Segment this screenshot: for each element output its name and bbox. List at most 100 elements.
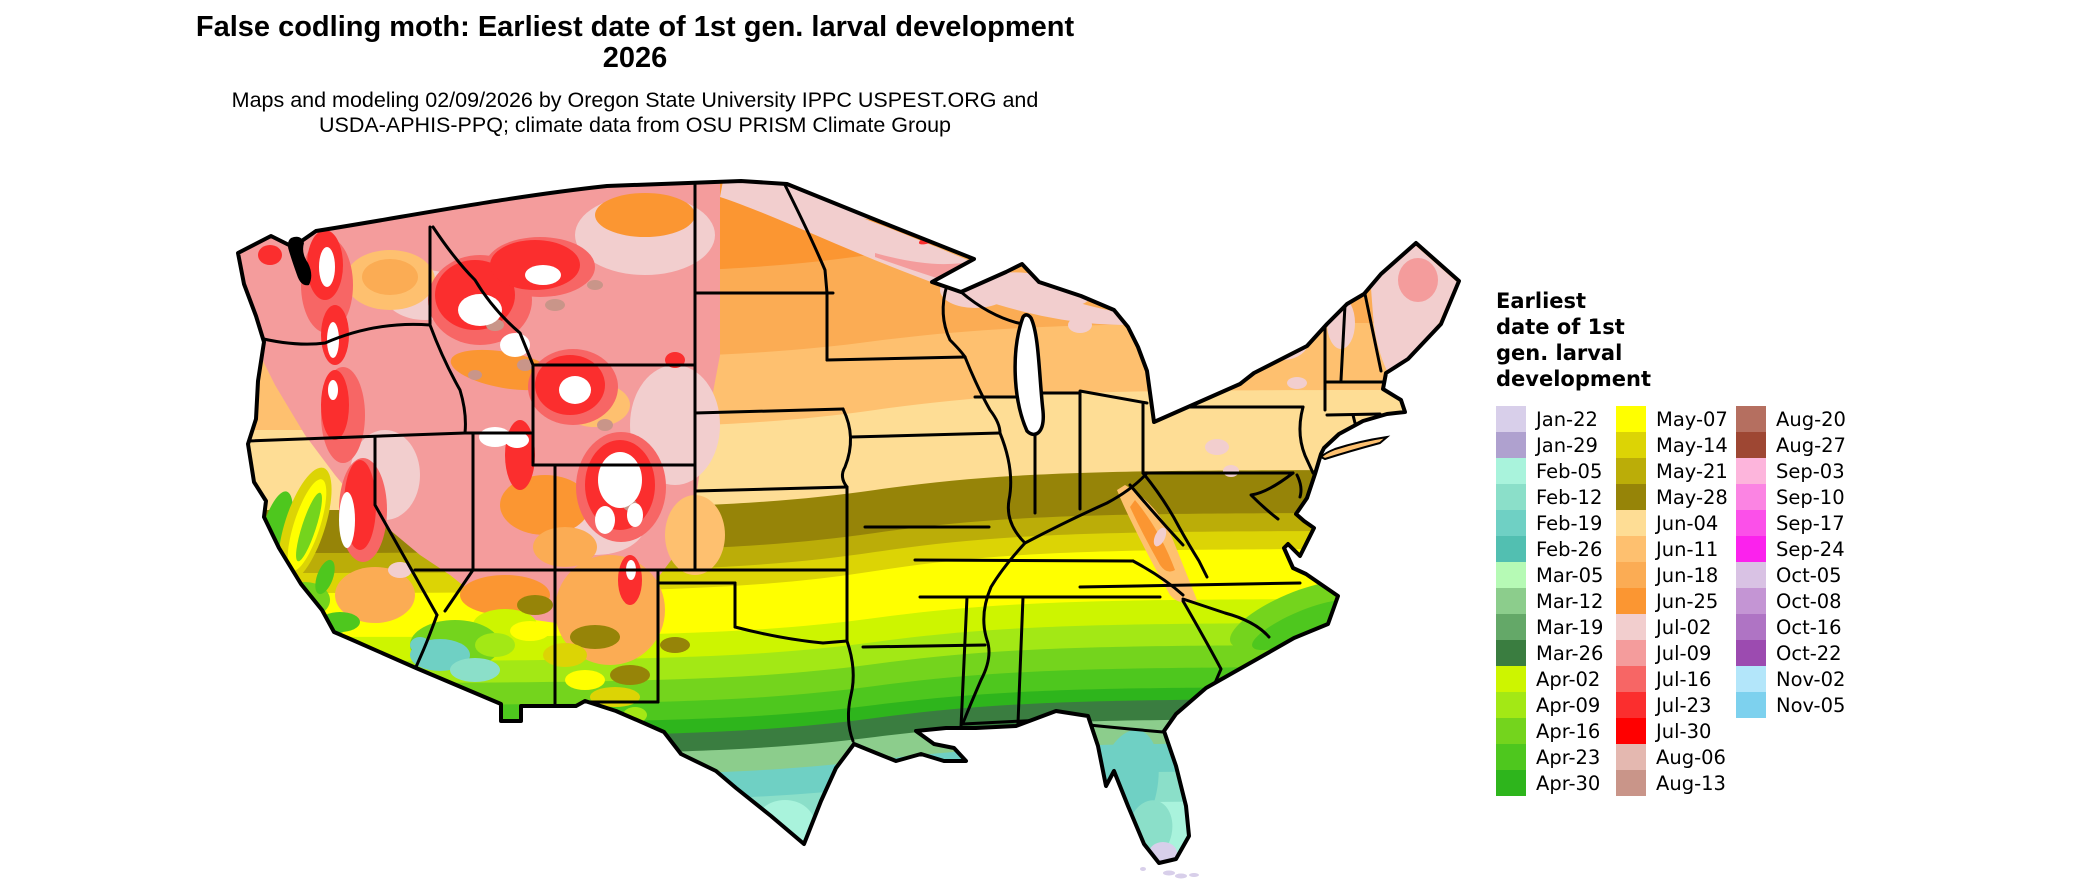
legend-item: May-14 [1616, 432, 1736, 458]
legend-item: Sep-03 [1736, 458, 1856, 484]
legend-column-1: Jan-22 Jan-29 Feb-05 Feb-12 Feb-19 Feb-26 Mar-… [1496, 406, 1616, 796]
legend-item: May-28 [1616, 484, 1736, 510]
legend-item: Oct-22 [1736, 640, 1856, 666]
legend-swatch [1496, 588, 1526, 614]
legend-label: Jun-25 [1656, 589, 1719, 613]
legend-swatch [1496, 432, 1526, 458]
legend-swatch [1496, 458, 1526, 484]
legend-label: Oct-22 [1776, 641, 1842, 665]
legend-swatch [1496, 406, 1526, 432]
legend-item: Mar-12 [1496, 588, 1616, 614]
legend-label: Jan-22 [1536, 407, 1598, 431]
legend-label: Jun-11 [1656, 537, 1719, 561]
legend-item: Jun-04 [1616, 510, 1736, 536]
legend-swatch [1736, 666, 1766, 692]
legend-item: Apr-30 [1496, 770, 1616, 796]
legend-label: Feb-05 [1536, 459, 1603, 483]
legend-item: Jan-29 [1496, 432, 1616, 458]
legend-swatch [1736, 458, 1766, 484]
legend-item: May-21 [1616, 458, 1736, 484]
legend-label: Sep-17 [1776, 511, 1845, 535]
legend-item: Aug-27 [1736, 432, 1856, 458]
legend-label: Jun-04 [1656, 511, 1719, 535]
map-header: False codling moth: Earliest date of 1st… [0, 12, 1270, 138]
legend-swatch [1496, 744, 1526, 770]
legend-swatch [1616, 666, 1646, 692]
legend-label: May-07 [1656, 407, 1728, 431]
legend-label: Mar-05 [1536, 563, 1604, 587]
lake-michigan [1013, 313, 1045, 437]
legend-swatch [1616, 744, 1646, 770]
legend-label: Aug-06 [1656, 745, 1726, 769]
legend-item: Jul-02 [1616, 614, 1736, 640]
legend-swatch [1616, 640, 1646, 666]
legend-label: Aug-13 [1656, 771, 1726, 795]
legend-item: Apr-16 [1496, 718, 1616, 744]
legend-label: Aug-27 [1776, 433, 1846, 457]
page-title: False codling moth: Earliest date of 1st… [195, 11, 1075, 74]
legend-label: May-21 [1656, 459, 1728, 483]
legend-item: Jul-23 [1616, 692, 1736, 718]
california-detail [257, 467, 415, 635]
us-map [175, 175, 1465, 880]
legend-item: Sep-10 [1736, 484, 1856, 510]
legend-swatch [1736, 510, 1766, 536]
legend-item: Apr-23 [1496, 744, 1616, 770]
legend-swatch [1616, 484, 1646, 510]
legend-column-3: Aug-20 Aug-27 Sep-03 Sep-10 Sep-17 Sep-24 Oct-… [1736, 406, 1856, 718]
legend-label: Apr-02 [1536, 667, 1601, 691]
legend-label: Mar-26 [1536, 641, 1604, 665]
legend-item: Feb-12 [1496, 484, 1616, 510]
legend-swatch [1616, 510, 1646, 536]
legend-swatch [1616, 536, 1646, 562]
legend-item: Jul-16 [1616, 666, 1736, 692]
legend-item: Mar-26 [1496, 640, 1616, 666]
legend-swatch [1736, 536, 1766, 562]
legend-item: Sep-24 [1736, 536, 1856, 562]
west-mosaic [238, 181, 725, 723]
puget-sound [287, 236, 312, 286]
legend-item: Oct-08 [1736, 588, 1856, 614]
legend-item: Jan-22 [1496, 406, 1616, 432]
legend-item: Feb-19 [1496, 510, 1616, 536]
legend-label: Apr-23 [1536, 745, 1601, 769]
legend-swatch [1496, 666, 1526, 692]
legend-item: Jun-11 [1616, 536, 1736, 562]
legend-item: Aug-13 [1616, 770, 1736, 796]
legend-label: May-14 [1656, 433, 1728, 457]
long-island [1319, 435, 1391, 461]
legend-swatch [1736, 484, 1766, 510]
legend-item: Jul-09 [1616, 640, 1736, 666]
legend-swatch [1616, 406, 1646, 432]
legend-label: Sep-03 [1776, 459, 1845, 483]
legend-swatch [1736, 432, 1766, 458]
legend-swatch [1496, 640, 1526, 666]
legend-item: Feb-05 [1496, 458, 1616, 484]
legend-item: Sep-17 [1736, 510, 1856, 536]
legend-swatch [1496, 484, 1526, 510]
legend-label: Jul-30 [1656, 719, 1712, 743]
great-lakes [287, 236, 1045, 437]
legend-swatch [1736, 562, 1766, 588]
north-pink-zones [720, 181, 1457, 477]
legend-swatch [1736, 588, 1766, 614]
state-borders [246, 183, 1385, 743]
legend-swatch [1496, 614, 1526, 640]
legend-swatch [1736, 692, 1766, 718]
legend-label: Apr-30 [1536, 771, 1601, 795]
legend-swatch [1496, 510, 1526, 536]
page-subtitle: Maps and modeling 02/09/2026 by Oregon S… [231, 88, 1039, 137]
legend-item: Apr-09 [1496, 692, 1616, 718]
legend-item: May-07 [1616, 406, 1736, 432]
legend-label: Jan-29 [1536, 433, 1598, 457]
legend-swatch [1616, 718, 1646, 744]
legend-label: Jul-09 [1656, 641, 1712, 665]
legend-label: Jul-16 [1656, 667, 1712, 691]
legend-item: Jul-30 [1616, 718, 1736, 744]
legend-item: Feb-26 [1496, 536, 1616, 562]
legend-swatch [1616, 562, 1646, 588]
conus-outline [236, 179, 1461, 865]
legend-label: Jul-02 [1656, 615, 1712, 639]
legend-swatch [1616, 770, 1646, 796]
